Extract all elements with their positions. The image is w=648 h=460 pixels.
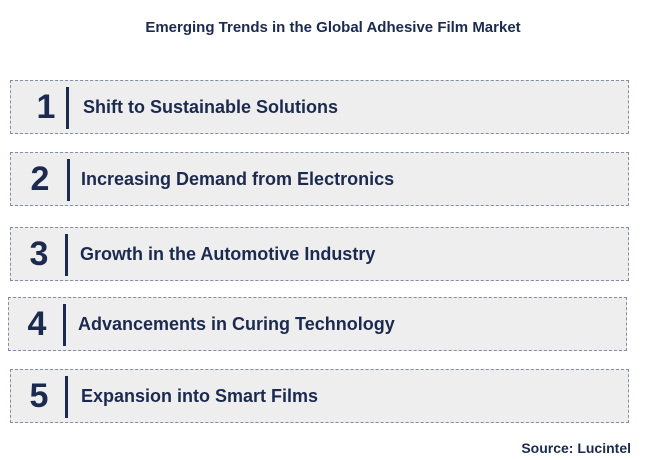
- trend-row-5: 5 Expansion into Smart Films: [10, 369, 629, 423]
- trend-divider: [65, 376, 68, 418]
- trend-row-2: 2 Increasing Demand from Electronics: [10, 152, 629, 206]
- trend-number: 1: [36, 87, 56, 126]
- trend-divider: [67, 159, 70, 201]
- trend-label: Increasing Demand from Electronics: [81, 168, 395, 189]
- trend-row-4: 4 Advancements in Curing Technology: [8, 297, 627, 351]
- trend-divider: [65, 234, 68, 276]
- trend-row-3: 3 Growth in the Automotive Industry: [10, 227, 629, 281]
- trend-label: Expansion into Smart Films: [81, 385, 319, 406]
- trend-number: 5: [29, 376, 49, 415]
- trend-number: 4: [27, 304, 47, 343]
- source-credit: Source: Lucintel: [521, 440, 631, 456]
- trend-label: Advancements in Curing Technology: [78, 313, 395, 334]
- trend-row-1: 1 Shift to Sustainable Solutions: [10, 80, 629, 134]
- trend-divider: [66, 87, 69, 129]
- trend-label: Shift to Sustainable Solutions: [83, 96, 339, 117]
- trend-label: Growth in the Automotive Industry: [80, 243, 376, 264]
- trend-number: 3: [29, 234, 49, 273]
- diagram-title: Emerging Trends in the Global Adhesive F…: [145, 19, 521, 36]
- trend-divider: [63, 304, 66, 346]
- trend-number: 2: [30, 159, 50, 198]
